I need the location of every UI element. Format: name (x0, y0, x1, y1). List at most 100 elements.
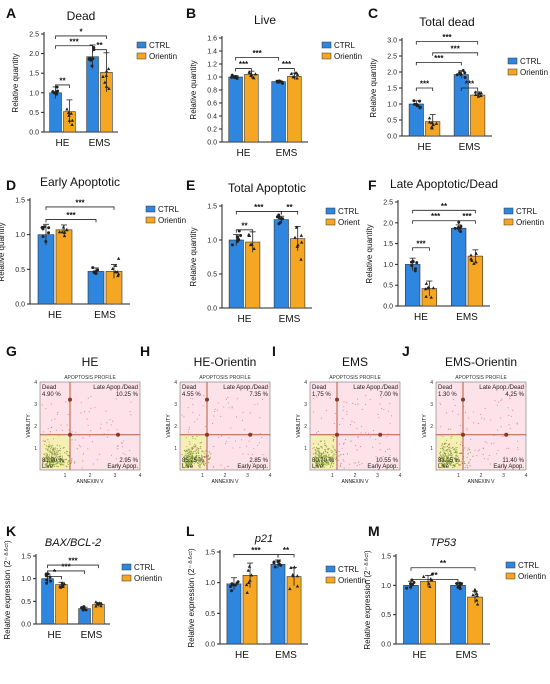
event-dot (482, 447, 484, 449)
event-dot (218, 436, 220, 438)
event-dot (46, 448, 48, 451)
event-dot (55, 460, 58, 462)
event-dot (447, 462, 449, 464)
event-dot (66, 465, 68, 468)
event-dot (450, 463, 452, 465)
event-dot (53, 461, 55, 463)
data-point (475, 591, 479, 595)
event-dot (53, 465, 56, 467)
event-dot (324, 464, 326, 466)
event-dot (445, 442, 447, 445)
panel-letter-l: L (186, 523, 195, 539)
data-point (248, 578, 252, 582)
y-tick-label: 2.0 (29, 51, 39, 58)
bar-ctrl-ems (87, 271, 105, 305)
event-dot (383, 408, 385, 411)
x-tick-label: HE (237, 148, 251, 159)
event-dot (360, 425, 363, 427)
significance-label: *** (442, 33, 452, 42)
data-point (104, 84, 109, 88)
event-dot (314, 467, 316, 469)
event-dot (52, 465, 54, 467)
event-dot (321, 447, 323, 449)
event-dot (324, 449, 326, 451)
event-dot (252, 462, 254, 465)
data-point (247, 564, 252, 568)
event-dot (242, 453, 244, 455)
event-dot (490, 419, 492, 421)
panel-letter-a: A (6, 5, 16, 21)
event-dot (193, 446, 196, 448)
event-dot (468, 447, 470, 449)
event-dot (445, 460, 447, 462)
event-dot (78, 444, 81, 446)
event-dot (324, 455, 327, 457)
event-dot (343, 442, 345, 444)
event-dot (321, 464, 323, 466)
event-dot (251, 432, 253, 434)
event-dot (318, 462, 320, 464)
x-tick-label: HE (56, 138, 70, 149)
event-dot (42, 440, 44, 442)
legend-swatch-ctrl (503, 207, 514, 215)
event-dot (442, 457, 444, 460)
event-dot (192, 398, 194, 400)
event-dot (502, 435, 504, 437)
event-dot (455, 447, 457, 449)
event-dot (192, 452, 194, 454)
data-point (67, 113, 71, 117)
event-dot (317, 454, 320, 456)
event-dot (240, 439, 243, 441)
event-dot (319, 461, 321, 463)
event-dot (57, 461, 59, 464)
y-axis-label: Relative quantity (365, 224, 374, 283)
significance-bracket (278, 68, 295, 72)
data-point (230, 243, 234, 247)
event-dot (53, 463, 55, 466)
event-dot (316, 446, 318, 449)
event-dot (454, 449, 456, 451)
event-dot (48, 457, 50, 459)
data-point (477, 91, 482, 95)
event-dot (495, 453, 498, 455)
event-dot (506, 447, 508, 449)
event-dot (201, 457, 203, 459)
event-dot (356, 427, 358, 430)
event-dot (239, 465, 241, 467)
panel-letter-d: D (6, 177, 16, 193)
event-dot (472, 455, 474, 457)
event-dot (195, 455, 197, 457)
y-tick-label: 1.6 (207, 36, 217, 43)
y-tick-label: 1.4 (207, 49, 217, 56)
event-dot (493, 442, 495, 444)
event-dot (47, 439, 49, 441)
event-dot (452, 448, 454, 450)
y-tick-label: 3.0 (387, 38, 397, 45)
event-dot (500, 417, 502, 419)
event-dot (65, 453, 68, 455)
event-dot (321, 458, 323, 460)
event-dot (181, 463, 183, 465)
data-point (299, 240, 304, 244)
event-dot (254, 465, 257, 467)
y-tick-label: 2 (430, 424, 433, 430)
event-dot (184, 455, 186, 457)
data-point (273, 565, 277, 569)
profile-label: APOPTOSIS PROFILE (329, 375, 381, 381)
event-dot (320, 458, 322, 460)
event-dot (43, 440, 45, 442)
event-dot (228, 437, 230, 439)
event-dot (318, 453, 321, 455)
data-point (104, 69, 109, 73)
bar-chart-l: p21 0.0 0.5 1.0 1.5 Relative expression (2⁻ᐞᐞ… (187, 533, 366, 661)
event-dot (76, 448, 78, 450)
bar-chart-b: Live 0.0 0.2 0.4 0.6 0.8 1.0 1.2 1.4 1.6 Relative … (189, 13, 362, 159)
event-dot (192, 435, 194, 438)
data-point (453, 226, 457, 230)
significance-bracket (45, 206, 115, 210)
chart-title: Total dead (419, 15, 474, 29)
event-dot (185, 453, 187, 455)
significance-bracket (410, 579, 459, 583)
event-dot (203, 460, 205, 462)
event-dot (109, 419, 111, 421)
